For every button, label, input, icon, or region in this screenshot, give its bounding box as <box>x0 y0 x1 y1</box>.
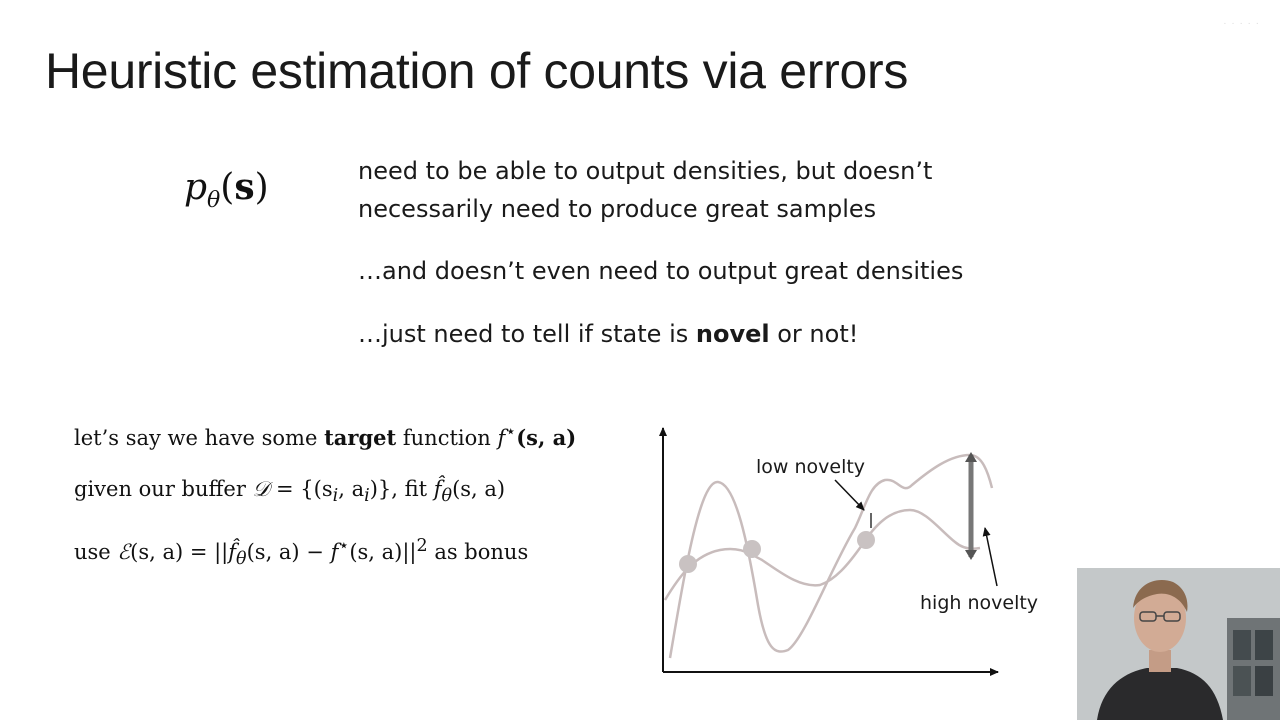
bullet-1-line-1: need to be able to output densities, but… <box>358 157 933 185</box>
math-text: given our buffer <box>74 477 253 501</box>
bullet-1: need to be able to output densities, but… <box>358 152 1038 228</box>
high-novelty-arrowhead-bottom <box>965 550 977 560</box>
slide-title: Heuristic estimation of counts via error… <box>45 43 909 99</box>
math-sub-theta: θ <box>441 486 453 507</box>
math-star: ⋆ <box>338 536 350 556</box>
math-f: f <box>330 540 339 564</box>
low-novelty-pointer <box>834 479 865 511</box>
target-curve <box>668 453 994 659</box>
math-text: let’s say we have some <box>74 426 325 450</box>
formula-subscript: θ <box>207 188 221 213</box>
math-exponent: 2 <box>416 536 428 556</box>
density-formula: pθ(s) <box>184 166 269 213</box>
math-fhat: f̂ <box>228 540 237 564</box>
math-text: as bonus <box>427 540 529 564</box>
bullet-3: …just need to tell if state is novel or … <box>358 315 1038 353</box>
math-line-target: let’s say we have some target function f… <box>74 422 576 450</box>
fitted-curve <box>663 508 981 601</box>
bullet-1-line-2: necessarily need to produce great sample… <box>358 195 877 223</box>
math-sub-theta: θ <box>236 549 247 570</box>
formula-symbol: p <box>184 167 208 208</box>
high-novelty-pointer <box>982 527 998 587</box>
high-novelty-arrowhead-top <box>965 452 977 462</box>
math-f: f <box>497 426 506 450</box>
data-point <box>857 531 875 549</box>
math-text: )}, fit <box>369 477 434 501</box>
math-text: (s, a) − <box>246 540 331 564</box>
data-point <box>679 555 697 573</box>
math-args: (s, a) <box>516 425 577 450</box>
presenter-image <box>1077 568 1280 720</box>
formula-argument: s <box>234 166 255 208</box>
novelty-diagram <box>659 427 999 676</box>
math-text: use <box>74 540 118 564</box>
math-fhat: f̂ <box>433 477 442 501</box>
bullet-3-pre: …just need to tell if state is <box>358 320 696 348</box>
math-text: (s, a)|| <box>349 540 417 564</box>
bullet-2: …and doesn’t even need to output great d… <box>358 257 964 285</box>
math-sub-i: i <box>364 486 370 507</box>
math-sub-i: i <box>332 486 339 507</box>
bullet-list: need to be able to output densities, but… <box>358 152 1038 353</box>
math-text: = {(s <box>269 477 333 501</box>
math-text: function <box>396 426 498 450</box>
math-error-symbol: ℰ <box>117 540 131 564</box>
high-novelty-label: high novelty <box>920 592 1039 614</box>
data-point <box>743 540 761 558</box>
math-text: , a <box>338 477 365 501</box>
math-line-bonus: use ℰ(s, a) = ||f̂θ(s, a) − f⋆(s, a)||2 … <box>74 536 528 569</box>
presenter-video <box>1077 568 1280 720</box>
math-args: (s, a) <box>452 477 506 501</box>
math-bold-target: target <box>324 425 397 450</box>
low-novelty-label: low novelty <box>756 456 866 478</box>
math-buffer-symbol: 𝒟 <box>252 477 270 501</box>
watermark: · · · · · <box>1223 18 1260 29</box>
bullet-3-post: or not! <box>769 320 859 348</box>
bullet-3-bold: novel <box>695 320 770 348</box>
math-line-buffer: given our buffer 𝒟 = {(si, ai)}, fit f̂θ… <box>74 477 505 506</box>
math-star: ⋆ <box>505 422 517 442</box>
math-text: (s, a) = || <box>130 540 229 564</box>
